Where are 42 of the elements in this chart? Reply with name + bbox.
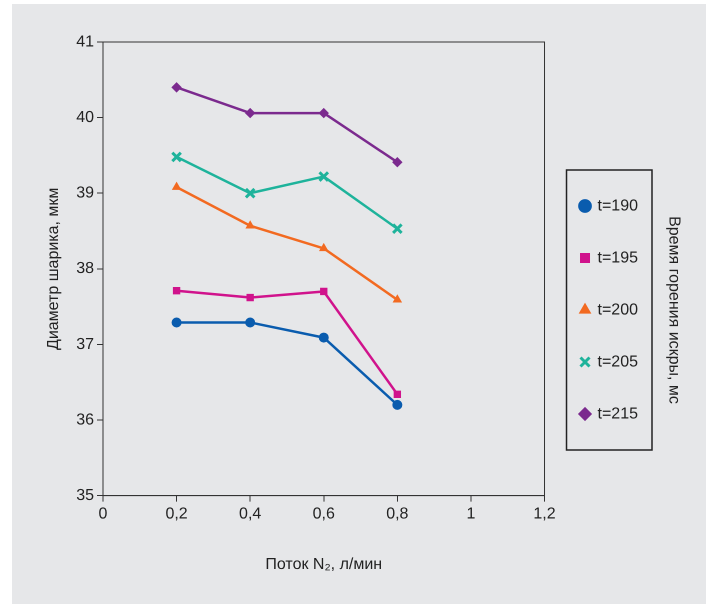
point (172, 317, 182, 328)
x-tick-label: 0 (98, 506, 108, 523)
legend-label: t=215 (598, 405, 638, 422)
y-tick-label: 36 (76, 411, 94, 428)
point (318, 170, 330, 182)
legend-label: t=200 (598, 301, 638, 318)
point (392, 400, 402, 410)
x-tick-label: 1,2 (533, 506, 556, 523)
point (394, 390, 402, 398)
y-tick-label: 39 (76, 184, 94, 202)
y-tick-label: 38 (76, 260, 94, 278)
point (172, 82, 182, 92)
x-axis-title: Поток N₂, л/мин (265, 556, 382, 573)
x-tick-label: 0,2 (165, 506, 188, 523)
y-tick-label: 40 (76, 109, 94, 126)
y-tick-label: 41 (76, 33, 94, 50)
legend-label: t=205 (598, 353, 638, 370)
point (172, 182, 181, 190)
point (392, 157, 402, 168)
point (245, 317, 256, 328)
y-tick-label: 37 (76, 336, 94, 353)
x-tick-label: 0,4 (239, 506, 262, 523)
legend-label: t=190 (598, 197, 638, 214)
legend-label: t=195 (598, 249, 638, 266)
x-tick-label: 1 (466, 506, 476, 523)
x-tick-label: 0,8 (386, 506, 409, 523)
point (318, 108, 329, 118)
point (318, 332, 329, 343)
y-tick-label: 35 (76, 487, 94, 504)
x-tick-label: 0,6 (312, 506, 335, 523)
point (244, 187, 256, 199)
point (392, 222, 404, 234)
point (246, 294, 254, 302)
point (170, 151, 182, 163)
y-axis-title: Диаметр шарика, мкм (45, 188, 62, 350)
point (320, 288, 328, 296)
point (392, 294, 402, 303)
point (246, 220, 255, 228)
point (319, 243, 328, 252)
point (245, 108, 256, 118)
point (172, 287, 180, 294)
legend-title: Время горения искры, мс (666, 216, 683, 404)
